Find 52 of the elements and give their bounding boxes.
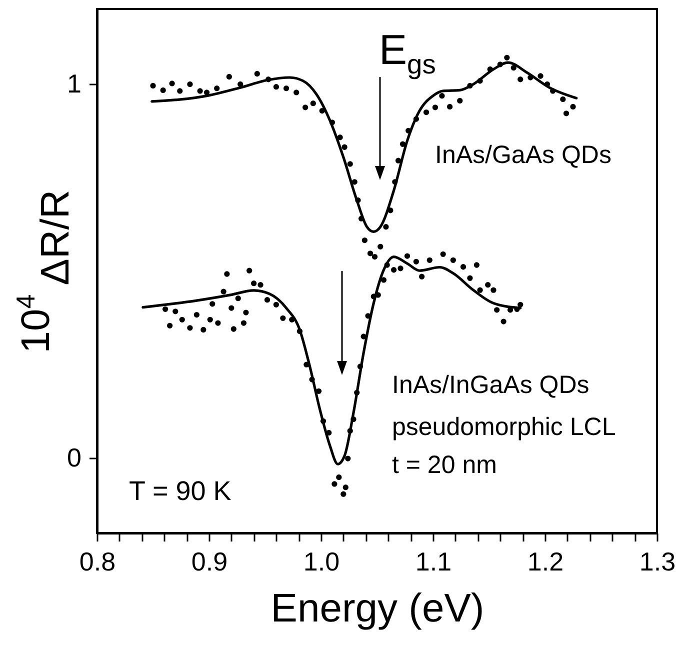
point bbox=[302, 104, 308, 110]
annotation: T = 90 K bbox=[129, 476, 232, 506]
point bbox=[372, 254, 378, 260]
point bbox=[150, 82, 156, 89]
point bbox=[273, 84, 280, 90]
annotation: t = 20 nm bbox=[392, 451, 497, 479]
point bbox=[510, 64, 516, 71]
point bbox=[160, 87, 166, 94]
point bbox=[367, 250, 374, 256]
point bbox=[570, 104, 576, 110]
point bbox=[362, 237, 368, 244]
point bbox=[439, 93, 445, 99]
point bbox=[337, 134, 343, 140]
point bbox=[204, 90, 210, 96]
point bbox=[432, 104, 438, 110]
x-tick-label: 1.1 bbox=[415, 546, 452, 576]
point bbox=[347, 161, 353, 167]
point bbox=[187, 81, 193, 88]
point bbox=[177, 88, 183, 94]
point bbox=[457, 98, 463, 104]
point bbox=[446, 104, 453, 110]
point bbox=[214, 86, 220, 92]
point bbox=[560, 96, 566, 102]
point bbox=[538, 73, 544, 79]
point bbox=[352, 179, 358, 185]
point bbox=[169, 80, 175, 86]
annotation: E$_{gs}$ bbox=[379, 26, 436, 80]
point bbox=[563, 110, 570, 116]
point bbox=[504, 54, 510, 60]
annotation: InAs/InGaAs QDs bbox=[392, 371, 590, 399]
y-tick-label: 0 bbox=[67, 442, 82, 473]
x-tick-label: 0.9 bbox=[191, 546, 228, 576]
x-tick-label: 1.0 bbox=[303, 546, 340, 576]
point bbox=[226, 74, 232, 80]
point bbox=[395, 158, 402, 164]
point bbox=[383, 224, 389, 230]
point bbox=[310, 100, 316, 106]
point bbox=[197, 88, 203, 94]
point bbox=[378, 244, 384, 250]
annotation: InAs/GaAs QDs bbox=[435, 141, 612, 169]
annotation: pseudomorphic LCL bbox=[392, 413, 616, 441]
y-tick-label: 1 bbox=[67, 68, 82, 98]
x-axis-title: Energy (eV) bbox=[270, 586, 484, 630]
x-tick-label: 0.8 bbox=[79, 546, 116, 576]
point bbox=[423, 109, 430, 116]
point bbox=[294, 90, 300, 96]
x-tick-label: 1.3 bbox=[639, 546, 676, 576]
point bbox=[342, 144, 348, 150]
x-tick-label: 1.2 bbox=[527, 546, 564, 576]
point bbox=[283, 86, 290, 92]
point bbox=[518, 76, 524, 82]
point bbox=[254, 70, 260, 77]
